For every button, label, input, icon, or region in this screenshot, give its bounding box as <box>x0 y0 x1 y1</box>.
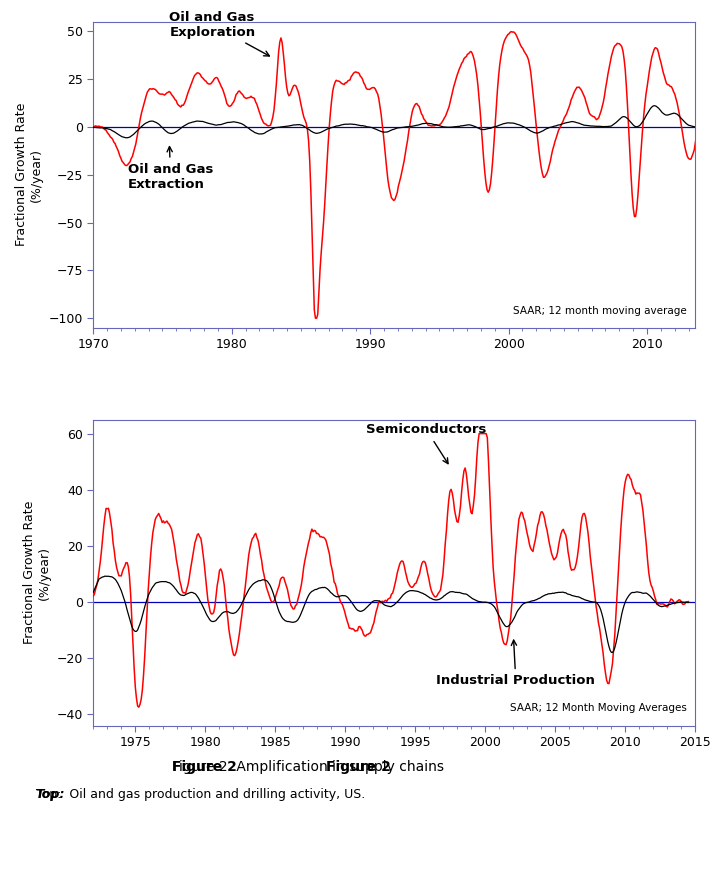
Y-axis label: Fractional Growth Rate
(%/year): Fractional Growth Rate (%/year) <box>15 103 43 247</box>
Text: Oil and Gas
Exploration: Oil and Gas Exploration <box>169 11 270 56</box>
Text: SAAR; 12 Month Moving Averages: SAAR; 12 Month Moving Averages <box>510 703 686 713</box>
Text: Figure 2  Amplification in supply chains: Figure 2 Amplification in supply chains <box>222 760 495 774</box>
Text: SAAR; 12 month moving average: SAAR; 12 month moving average <box>513 306 686 315</box>
Text: Top:: Top: <box>36 788 65 801</box>
Text: Top:  Oil and gas production and drilling activity, US.: Top: Oil and gas production and drilling… <box>36 788 365 801</box>
Text: Figure 2: Figure 2 <box>172 760 237 774</box>
Text: Figure 2  Amplification in supply chains: Figure 2 Amplification in supply chains <box>172 760 444 774</box>
Text: Industrial Production: Industrial Production <box>437 640 595 687</box>
Text: Figure 2: Figure 2 <box>326 760 391 774</box>
Y-axis label: Fractional Growth Rate
(%/year): Fractional Growth Rate (%/year) <box>23 501 51 644</box>
Text: Semiconductors: Semiconductors <box>366 423 487 464</box>
Text: Oil and Gas
Extraction: Oil and Gas Extraction <box>128 147 213 190</box>
